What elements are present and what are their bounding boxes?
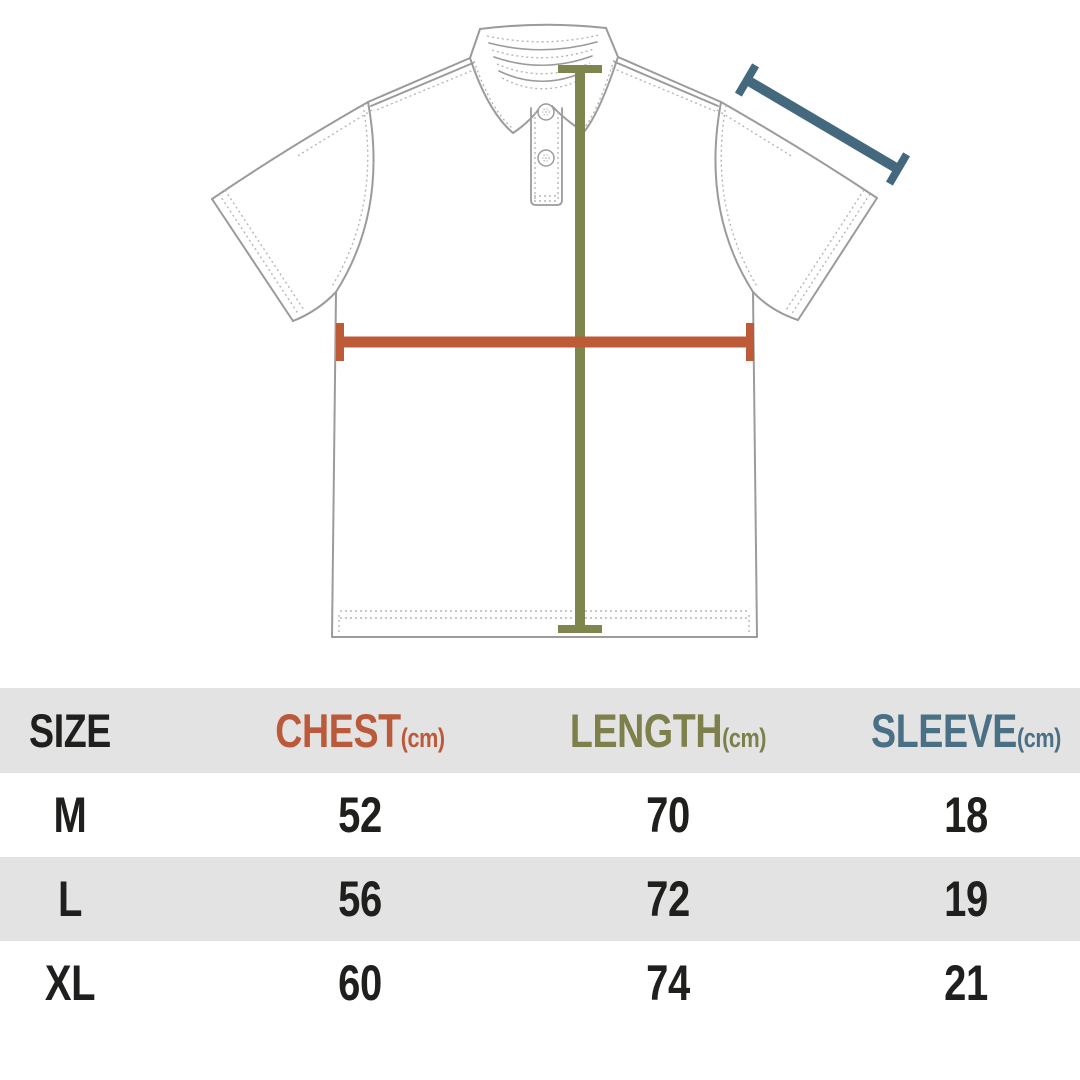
length-value: 70 bbox=[646, 787, 690, 843]
table-row-xl: XL 60 74 21 bbox=[0, 941, 1080, 1025]
polo-shirt-diagram bbox=[211, 23, 911, 638]
header-size-label: SIZE bbox=[29, 704, 111, 757]
header-length-unit: (cm) bbox=[722, 723, 767, 753]
stitch-lines bbox=[218, 34, 871, 635]
size-label: M bbox=[53, 787, 87, 843]
polo-outline bbox=[211, 23, 878, 638]
sleeve-value: 21 bbox=[944, 955, 988, 1011]
length-value: 72 bbox=[646, 871, 690, 927]
header-sleeve: SLEEVE(cm) bbox=[871, 688, 1061, 781]
header-chest: CHEST(cm) bbox=[275, 688, 445, 781]
size-table: SIZE CHEST(cm) LENGTH(cm) SLEEVE(cm) M 5… bbox=[0, 688, 1080, 1025]
header-sleeve-label: SLEEVE bbox=[871, 704, 1017, 757]
chest-value: 52 bbox=[338, 787, 382, 843]
length-measure-line bbox=[558, 65, 602, 633]
sleeve-value: 19 bbox=[944, 871, 988, 927]
sleeve-measure-line bbox=[734, 63, 911, 186]
chest-value: 56 bbox=[338, 871, 382, 927]
size-label: L bbox=[57, 871, 83, 927]
header-length-label: LENGTH bbox=[569, 704, 723, 757]
header-chest-unit: (cm) bbox=[400, 723, 445, 753]
header-length: LENGTH(cm) bbox=[569, 688, 767, 781]
chest-measure-line bbox=[336, 323, 754, 361]
header-sleeve-unit: (cm) bbox=[1016, 723, 1061, 753]
header-chest-label: CHEST bbox=[275, 704, 401, 757]
size-table-header-row: SIZE CHEST(cm) LENGTH(cm) SLEEVE(cm) bbox=[0, 688, 1080, 773]
table-row-l: L 56 72 19 bbox=[0, 857, 1080, 941]
sleeve-value: 18 bbox=[944, 787, 988, 843]
size-label: XL bbox=[44, 955, 96, 1011]
header-size: SIZE bbox=[29, 688, 111, 773]
table-row-m: M 52 70 18 bbox=[0, 773, 1080, 857]
length-value: 74 bbox=[646, 955, 690, 1011]
chest-value: 60 bbox=[338, 955, 382, 1011]
placket-buttons bbox=[537, 103, 555, 167]
